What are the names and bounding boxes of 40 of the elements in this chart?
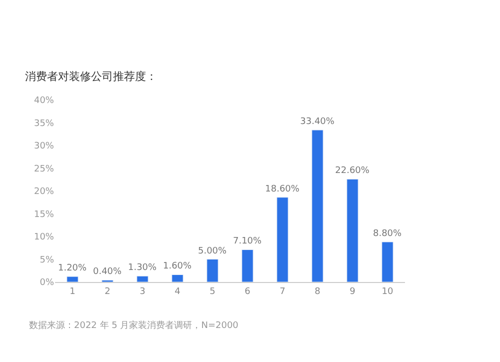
data-label: 33.40%	[300, 117, 335, 128]
x-tick-label: 10	[382, 286, 394, 297]
bar	[346, 178, 358, 282]
bar	[66, 276, 78, 282]
data-label: 1.20%	[58, 264, 88, 274]
bar	[276, 197, 288, 282]
data-label: 8.80%	[372, 228, 402, 239]
y-tick-label: 35%	[34, 118, 54, 129]
bar	[206, 259, 218, 282]
y-tick-label: 40%	[34, 96, 54, 106]
y-tick-label: 25%	[34, 164, 54, 174]
bar	[312, 130, 324, 282]
y-tick-label: 10%	[34, 232, 54, 243]
x-tick-label: 4	[174, 286, 181, 297]
data-label: 18.60%	[265, 184, 300, 194]
bar	[382, 242, 394, 282]
bar	[136, 276, 148, 282]
data-label: 22.60%	[335, 166, 370, 176]
x-tick-label: 1	[70, 286, 76, 297]
bar	[242, 249, 254, 282]
bar	[172, 274, 184, 282]
x-tick-label: 8	[314, 286, 321, 297]
data-label: 1.60%	[162, 262, 192, 272]
x-tick-label: 9	[350, 286, 356, 297]
y-tick-label: 15%	[34, 210, 54, 220]
x-tick-label: 6	[244, 286, 251, 297]
y-tick-label: 5%	[40, 255, 54, 266]
data-label: 5.00%	[198, 246, 228, 256]
data-label: 0.40%	[92, 267, 122, 278]
data-label: 7.10%	[232, 236, 262, 247]
x-tick-label: 3	[140, 286, 146, 297]
source-note: 数据来源：2022 年 5 月家装消费者调研，N=2000	[29, 320, 239, 331]
y-tick-label: 0%	[40, 278, 54, 288]
x-tick-label: 5	[210, 286, 216, 297]
chart-title: 消费者对装修公司推荐度：	[25, 70, 157, 84]
y-tick-label: 20%	[34, 187, 54, 198]
y-tick-label: 30%	[34, 142, 54, 152]
data-label: 1.30%	[128, 263, 158, 274]
x-tick-label: 2	[104, 286, 110, 297]
x-tick-label: 7	[280, 286, 286, 297]
